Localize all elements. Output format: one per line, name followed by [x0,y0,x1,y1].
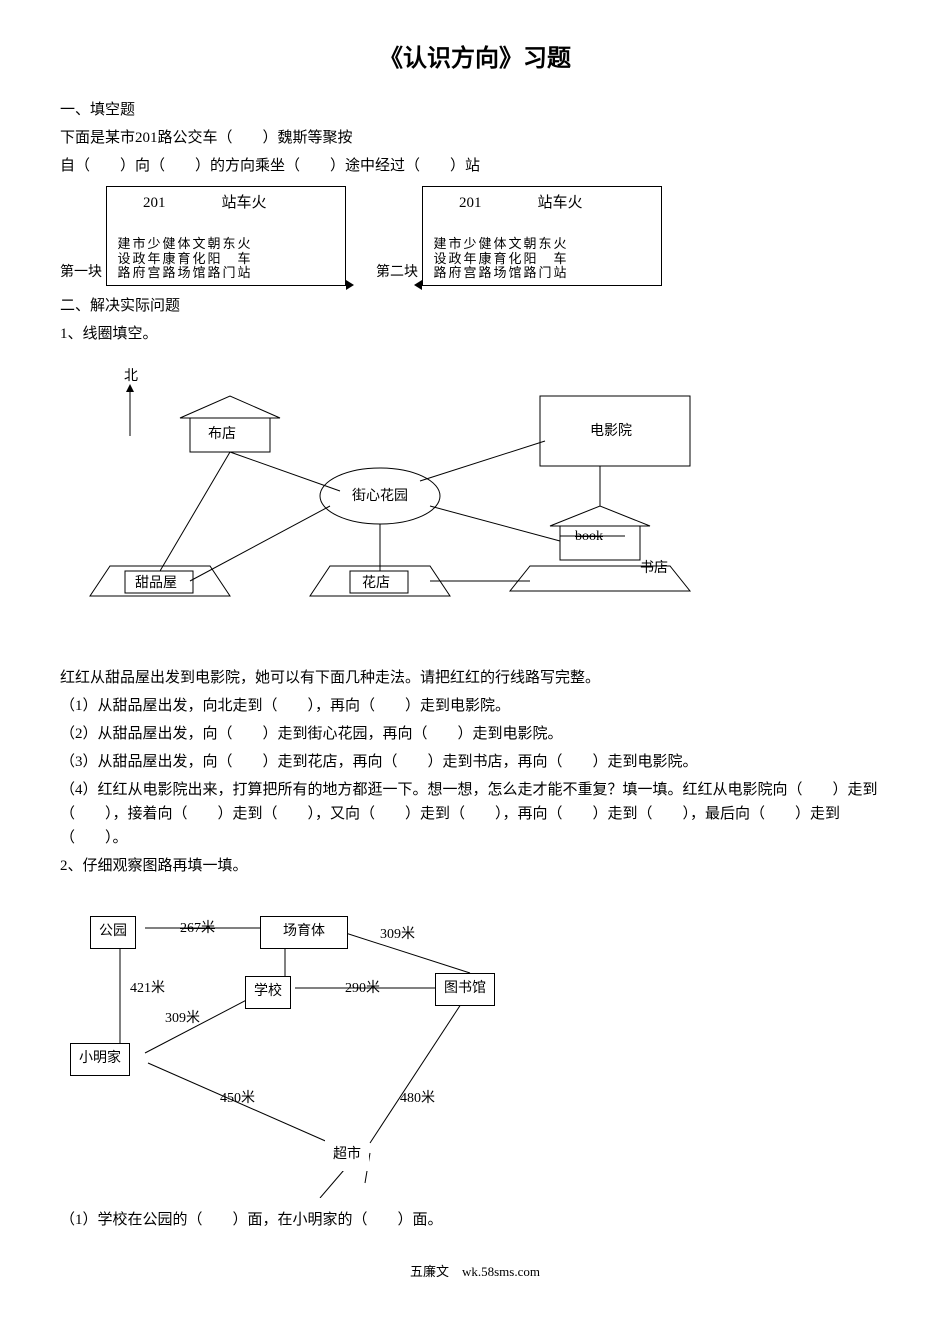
bus-box-2: 201 站车火 建设路市政府少年宫健康路体育场文化馆朝阳路东 门火车站 [422,186,662,286]
book-en-label: book [575,526,603,548]
bus-block-1: 第一块 201 站车火 建设路市政府少年宫健康路体育场文化馆朝阳路东 门火车站 [60,186,346,286]
bus-stop-col: 健康路 [162,237,176,282]
garden-label: 街心花园 [352,486,408,508]
bus-stop-col: 建设路 [433,237,447,282]
section-2-head: 二、解决实际问题 [60,294,890,318]
station-lbl: 站车火 [222,191,267,215]
bus-stop-col: 文化馆 [192,237,206,282]
bus-stop-col: 火车站 [237,237,251,282]
bus-stop-col: 健康路 [478,237,492,282]
bus-stop-col: 少年宫 [147,237,161,282]
diagram-1: 北 布店 街心花园 电影院 甜品屋 花店 book 书店 [80,366,700,646]
bookstore-label: 书店 [640,558,668,580]
q1-c: （3）从甜品屋出发，向（ ）走到花店，再向（ ）走到书店，再向（ ）走到电影院。 [60,750,890,774]
school-node: 学校 [245,976,291,1008]
bus-stop-col: 建设路 [117,237,131,282]
section-1-head: 一、填空题 [60,98,890,122]
page-title: 《认识方向》习题 [60,40,890,78]
cloth-label: 布店 [208,424,236,446]
flower-label: 花店 [362,573,390,595]
cinema-label: 电影院 [590,421,632,443]
north-label: 北 [124,366,138,388]
q2-a: （1）学校在公园的（ ）面，在小明家的（ ）面。 [60,1208,890,1232]
page-footer: 五廉文 wk.58sms.com [60,1262,890,1283]
market-node: 超市 [325,1140,369,1170]
bus-stop-col: 东 门 [222,237,236,282]
s1-intro: 下面是某市201路公交车（ ）魏斯等聚按 [60,126,890,150]
q1-a: （1）从甜品屋出发，向北走到（ ），再向（ ）走到电影院。 [60,694,890,718]
bus-stop-col: 少年宫 [463,237,477,282]
bus-stop-col: 市政府 [448,237,462,282]
bus-label-1: 第一块 [60,262,102,286]
m290: 290米 [345,978,380,1000]
bus-label-2: 第二块 [376,262,418,286]
s1-line2: 自（ ）向（ ）的方向乘坐（ ）途中经过（ ）站 [60,154,890,178]
m450: 450米 [220,1088,255,1110]
m309a: 309米 [380,924,415,946]
bus-block-2: 第二块 201 站车火 建设路市政府少年宫健康路体育场文化馆朝阳路东 门火车站 [376,186,662,286]
bus-sign-row: 第一块 201 站车火 建设路市政府少年宫健康路体育场文化馆朝阳路东 门火车站 … [60,186,890,286]
route-num: 201 [143,191,166,215]
q1-b: （2）从甜品屋出发，向（ ）走到街心花园，再向（ ）走到电影院。 [60,722,890,746]
library-node: 图书馆 [435,973,495,1005]
route-num-2: 201 [459,191,482,215]
bus-box-1: 201 站车火 建设路市政府少年宫健康路体育场文化馆朝阳路东 门火车站 [106,186,346,286]
q1-label: 1、线圈填空。 [60,322,890,346]
bus-stop-col: 火车站 [553,237,567,282]
home-node: 小明家 [70,1043,130,1075]
bus-stop-col: 朝阳路 [523,237,537,282]
stadium-node: 场育体 [260,916,348,948]
bus-stop-col: 体育场 [493,237,507,282]
station-lbl-2: 站车火 [538,191,583,215]
arrow-right-icon [106,285,346,286]
bus-stop-col: 东 门 [538,237,552,282]
m309b: 309米 [165,1008,200,1030]
arrow-left-icon [422,285,662,286]
q1-d: （4）红红从电影院出来，打算把所有的地方都逛一下。想一想，怎么走才能不重复？填一… [60,778,890,850]
park-node: 公园 [90,916,136,948]
bus-stop-col: 市政府 [132,237,146,282]
bus-stop-col: 体育场 [177,237,191,282]
bus-stop-col: 文化馆 [508,237,522,282]
m480: 480米 [400,1088,435,1110]
dessert-label: 甜品屋 [135,573,177,595]
q2-label: 2、仔细观察图路再填一填。 [60,854,890,878]
m421: 421米 [130,978,165,1000]
diagram-2: 公园 场育体 学校 图书馆 小明家 超市 267米 309米 421米 290米… [70,898,590,1198]
q1-intro: 红红从甜品屋出发到电影院，她可以有下面几种走法。请把红红的行线路写完整。 [60,666,890,690]
m267: 267米 [180,918,215,940]
bus-stop-col: 朝阳路 [207,237,221,282]
